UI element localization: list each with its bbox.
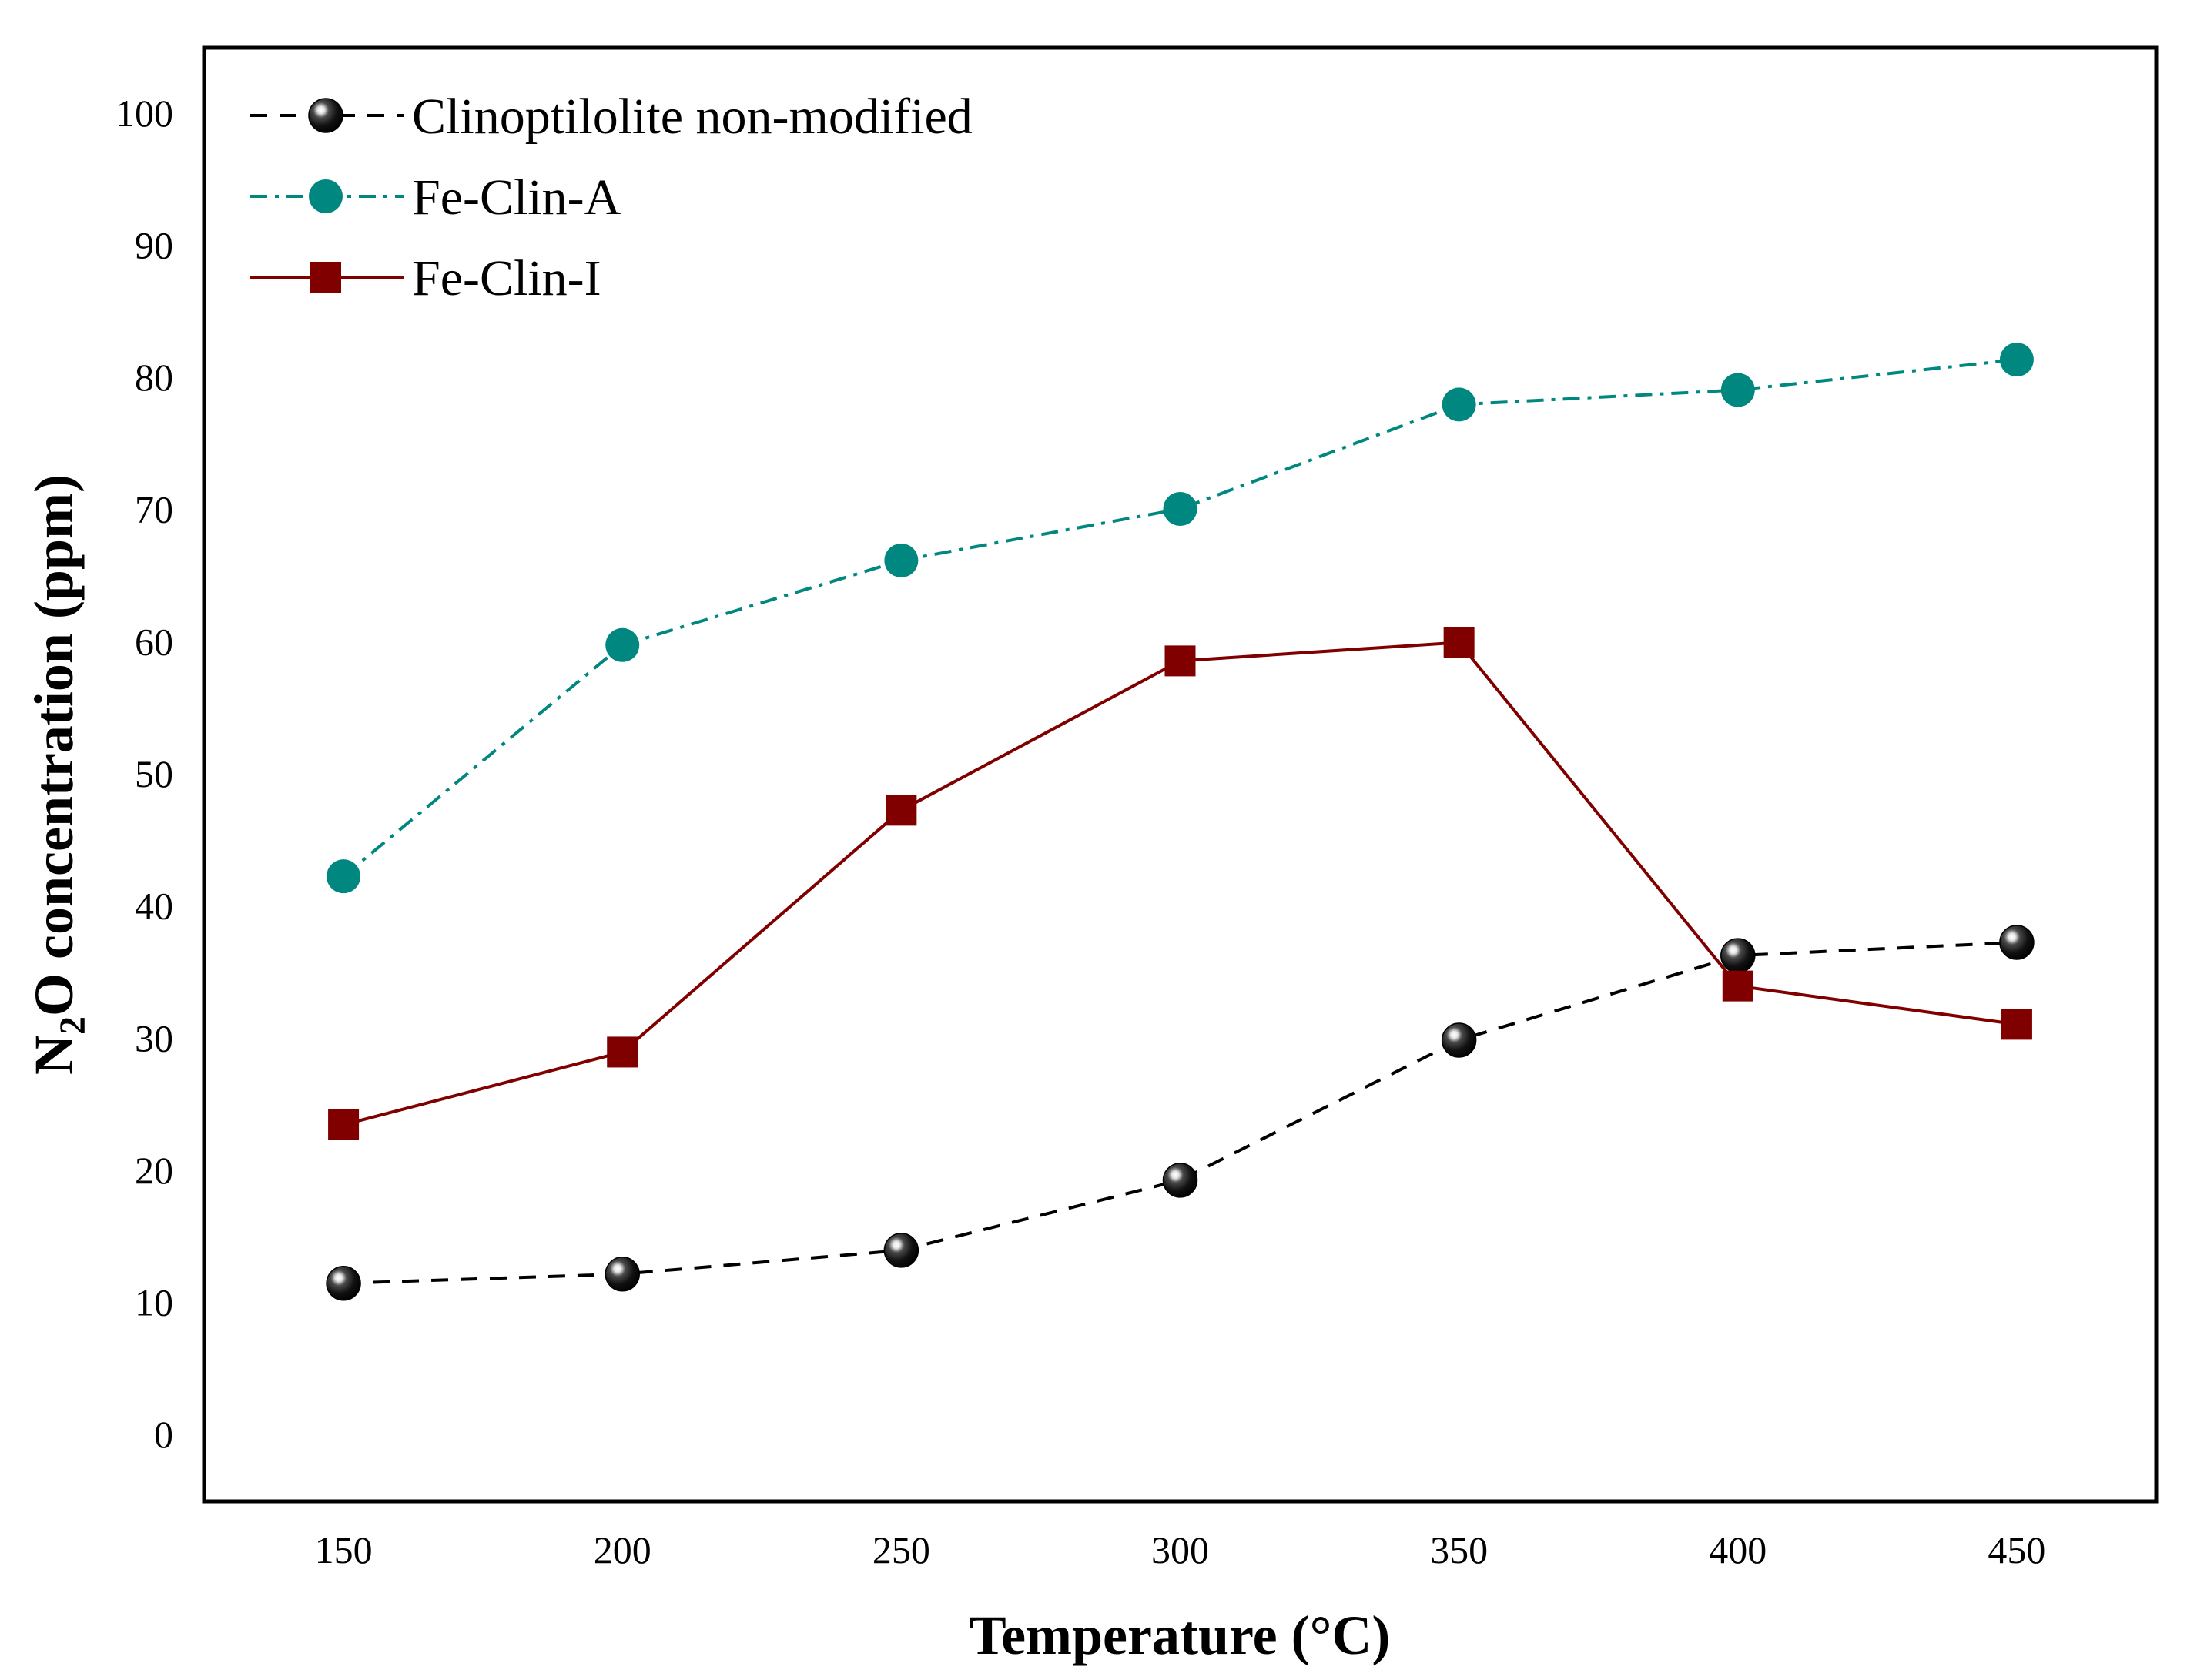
y-tick-label: 30: [135, 1016, 173, 1059]
series-layer: [326, 343, 2035, 1301]
legend-label: Fe-Clin-I: [412, 250, 601, 306]
y-axis-title: N2O concentration (ppm): [23, 474, 93, 1075]
y-tick-label: 100: [116, 92, 173, 135]
data-point-fe-clin-a: [1163, 492, 1197, 527]
data-point-clinoptilolite-non-modified: [883, 1233, 919, 1268]
x-tick-label: 250: [872, 1528, 930, 1571]
y-tick-label: 80: [135, 356, 173, 399]
x-axis-ticks: 150 200 250 300 350 400 450: [315, 1528, 2046, 1571]
data-point-fe-clin-a: [1720, 373, 1755, 407]
legend-item-fe-clin-a: Fe-Clin-A: [250, 169, 621, 226]
legend-item-fe-clin-i: Fe-Clin-I: [250, 250, 601, 306]
x-tick-label: 350: [1430, 1528, 1488, 1571]
data-point-fe-clin-i: [328, 1109, 360, 1140]
y-axis-title-suffix: O concentration (ppm): [23, 474, 85, 1016]
y-tick-label: 20: [135, 1149, 173, 1192]
data-point-clinoptilolite-non-modified: [1999, 925, 2035, 960]
legend: Clinoptilolite non-modified Fe-Clin-A Fe-C…: [250, 89, 973, 306]
x-tick-label: 400: [1709, 1528, 1767, 1571]
data-point-fe-clin-a: [1999, 343, 2034, 377]
y-tick-label: 50: [135, 752, 173, 795]
data-point-fe-clin-a: [605, 627, 640, 662]
y-tick-label: 70: [135, 488, 173, 531]
y-tick-label: 10: [135, 1281, 173, 1324]
legend-marker: [309, 179, 343, 213]
y-tick-label: 40: [135, 885, 173, 928]
x-axis-title: Temperature (°C): [970, 1605, 1391, 1666]
data-point-clinoptilolite-non-modified: [1441, 1022, 1477, 1058]
data-point-fe-clin-i: [607, 1036, 638, 1068]
series-line-clinoptilolite-non-modified: [343, 941, 2017, 1285]
legend-item-clinoptilolite-non-modified: Clinoptilolite non-modified: [250, 89, 973, 145]
legend-label: Clinoptilolite non-modified: [412, 89, 973, 145]
x-tick-label: 450: [1988, 1528, 2045, 1571]
x-tick-label: 300: [1151, 1528, 1209, 1571]
legend-marker: [310, 262, 341, 293]
series-line-fe-clin-a: [342, 358, 2018, 878]
legend-marker: [308, 98, 343, 133]
data-point-fe-clin-a: [1442, 387, 1476, 422]
data-point-fe-clin-i: [1722, 970, 1753, 1002]
data-point-clinoptilolite-non-modified: [326, 1266, 361, 1301]
series-fe-clin-a: [327, 343, 2034, 894]
plot-frame: [202, 45, 2159, 1504]
y-tick-label: 60: [135, 620, 173, 663]
y-axis-title-prefix: N: [23, 1035, 85, 1075]
y-axis-ticks: 0 10 20 30 40 50 60 70 80 90 100: [116, 92, 173, 1456]
data-point-fe-clin-i: [2001, 1009, 2032, 1040]
y-tick-label: 90: [135, 223, 173, 266]
data-point-fe-clin-a: [327, 859, 361, 894]
data-point-fe-clin-a: [884, 543, 919, 577]
data-point-clinoptilolite-non-modified: [605, 1257, 640, 1292]
series-line-fe-clin-i: [343, 641, 2018, 1126]
series-clinoptilolite-non-modified: [326, 925, 2035, 1301]
data-point-fe-clin-i: [1164, 645, 1196, 677]
data-point-fe-clin-i: [886, 795, 917, 826]
data-point-fe-clin-i: [1443, 627, 1475, 658]
legend-label: Fe-Clin-A: [412, 169, 621, 226]
y-tick-label: 0: [154, 1413, 173, 1456]
series-fe-clin-i: [328, 627, 2032, 1140]
x-tick-label: 200: [594, 1528, 651, 1571]
data-point-clinoptilolite-non-modified: [1162, 1163, 1198, 1198]
x-tick-label: 150: [315, 1528, 373, 1571]
data-point-clinoptilolite-non-modified: [1720, 938, 1756, 973]
y-axis-title-subscript: 2: [52, 1016, 93, 1035]
